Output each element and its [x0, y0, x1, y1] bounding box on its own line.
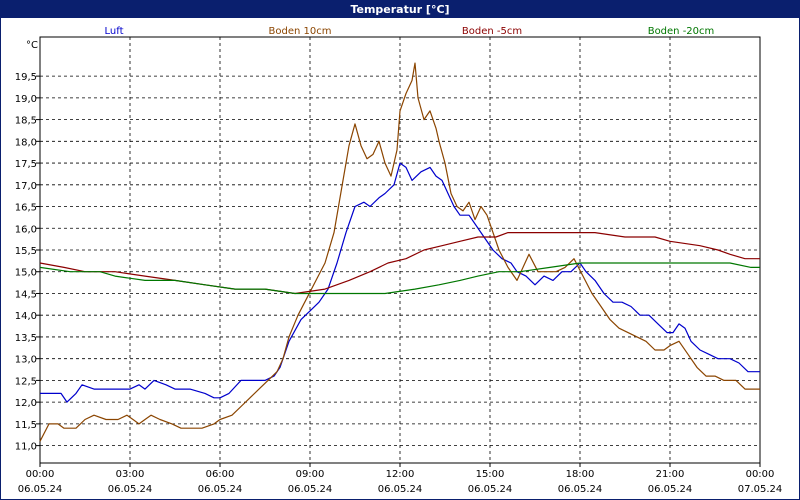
- series-lines: [39, 62, 760, 442]
- x-tick-date-label: 06.05.24: [18, 484, 63, 495]
- legend: Luft Boden 10cm Boden -5cm Boden -20cm: [105, 26, 715, 37]
- y-tick-label: 12,5: [15, 376, 37, 387]
- y-tick-label: 16,0: [15, 224, 37, 235]
- series-line-luft: [40, 162, 760, 403]
- y-tick-label: 11,5: [15, 420, 37, 431]
- x-tick-date-label: 06.05.24: [648, 484, 693, 495]
- x-tick-time-label: 21:00: [656, 469, 685, 480]
- y-tick-label: 19,0: [15, 94, 37, 105]
- x-tick-date-label: 06.05.24: [558, 484, 603, 495]
- y-tick-label: 12,0: [15, 398, 37, 409]
- x-tick-time-label: 00:00: [26, 469, 55, 480]
- y-tick-label: 11,0: [15, 442, 37, 453]
- legend-entry: Boden -20cm: [648, 26, 715, 37]
- x-tick-time-label: 18:00: [566, 469, 595, 480]
- y-tick-label: 14,0: [15, 311, 37, 322]
- y-axis-unit-label: °C: [26, 40, 38, 51]
- y-axis-ticks: 11,0 11,5 12,0 12,5 13,0 13,5 14,0 14,5 15,0 15,5…: [15, 72, 40, 453]
- x-tick-date-label: 06.05.24: [108, 484, 153, 495]
- x-tick-time-label: 12:00: [386, 469, 415, 480]
- chart-title: Temperatur [°C]: [1, 1, 799, 18]
- x-tick-time-label: 06:00: [206, 469, 235, 480]
- y-tick-label: 13,5: [15, 333, 37, 344]
- x-tick-date-label: 06.05.24: [198, 484, 243, 495]
- legend-entry: Boden 10cm: [269, 26, 332, 37]
- x-tick-date-label: 06.05.24: [288, 484, 333, 495]
- legend-entry: Luft: [105, 26, 124, 37]
- legend-entry: Boden -5cm: [462, 26, 522, 37]
- y-tick-label: 16,5: [15, 203, 37, 214]
- series-line-boden-10cm: [39, 62, 760, 442]
- y-tick-label: 13,0: [15, 355, 37, 366]
- x-tick-time-label: 09:00: [296, 469, 325, 480]
- y-tick-label: 18,0: [15, 137, 37, 148]
- x-tick-date-label: 06.05.24: [468, 484, 513, 495]
- x-tick-time-label: 15:00: [476, 469, 505, 480]
- x-tick-date-label: 06.05.24: [378, 484, 423, 495]
- x-axis-ticks: 00:00 06.05.24 03:00 06.05.24 06:00 06.05.24 0…: [18, 463, 783, 495]
- grid: [40, 37, 760, 463]
- x-tick-date-label: 07.05.24: [738, 484, 783, 495]
- y-tick-label: 14,5: [15, 289, 37, 300]
- series-line-boden-20cm: [39, 262, 760, 295]
- y-tick-label: 17,0: [15, 181, 37, 192]
- x-tick-time-label: 00:00: [746, 469, 775, 480]
- y-tick-label: 15,0: [15, 268, 37, 279]
- y-tick-label: 19,5: [15, 72, 37, 83]
- y-tick-label: 15,5: [15, 246, 37, 257]
- y-tick-label: 17,5: [15, 159, 37, 170]
- x-tick-time-label: 03:00: [116, 469, 145, 480]
- y-tick-label: 18,5: [15, 116, 37, 127]
